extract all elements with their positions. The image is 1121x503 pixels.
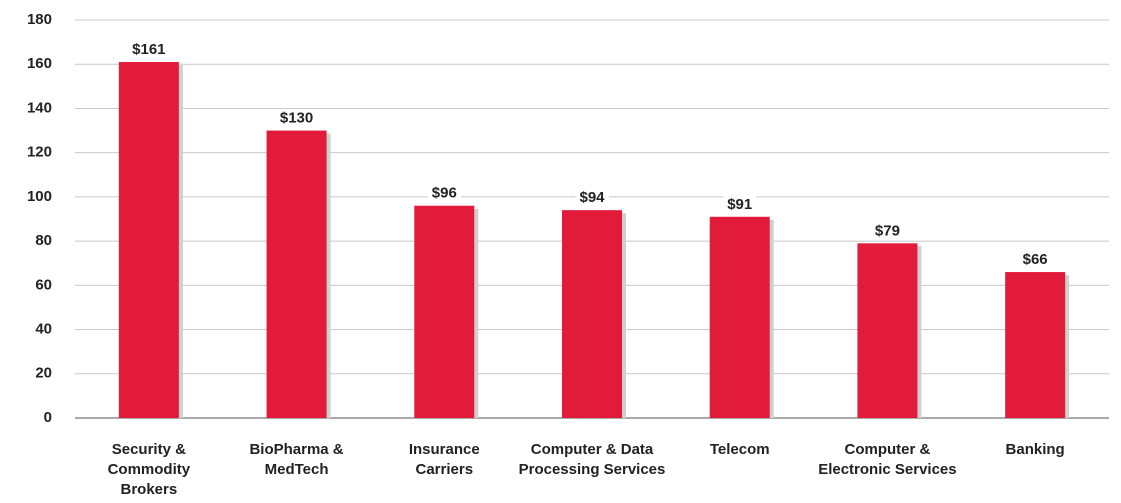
x-tick-label: Insurance Carriers <box>408 441 480 478</box>
y-tick-label: 180 <box>27 11 52 28</box>
bar <box>562 210 622 418</box>
value-label: $91 <box>727 196 752 213</box>
x-tick-label: Computer & Electronic Services <box>818 441 957 478</box>
bar <box>857 243 918 418</box>
y-tick-label: 80 <box>35 232 52 249</box>
y-tick-label: 100 <box>27 188 52 205</box>
value-label-bg <box>575 189 610 207</box>
value-label: $79 <box>875 222 900 239</box>
bar <box>414 205 475 418</box>
x-tick-label: Computer & Data Processing Services <box>518 441 666 478</box>
x-tick-label: Security & Commodity Brokers <box>107 441 191 498</box>
y-tick-label: 40 <box>35 321 52 338</box>
value-label-bg <box>1018 251 1052 269</box>
value-label-bg <box>128 40 170 58</box>
bar <box>709 216 770 418</box>
y-tick-label: 60 <box>35 276 52 293</box>
value-label-bg <box>275 109 318 127</box>
value-label: $130 <box>280 110 313 127</box>
y-tick-label: 140 <box>27 99 52 116</box>
x-tick-label: Banking <box>1005 441 1065 458</box>
y-tick-label: 160 <box>27 55 52 72</box>
y-tick-label: 0 <box>44 409 52 426</box>
value-label-bg <box>870 222 904 240</box>
y-tick-label: 20 <box>35 365 52 382</box>
value-label-bg <box>723 195 757 213</box>
value-label: $161 <box>132 41 165 58</box>
bar <box>1005 272 1066 418</box>
bar <box>266 130 327 419</box>
value-label-bg <box>427 184 461 202</box>
x-tick-label: BioPharma & MedTech <box>249 441 344 478</box>
value-label: $66 <box>1023 251 1048 268</box>
value-label: $94 <box>579 189 605 206</box>
bar <box>118 62 179 419</box>
y-tick-label: 120 <box>27 144 52 161</box>
value-label: $96 <box>432 185 457 202</box>
x-tick-label: Telecom <box>709 441 770 458</box>
